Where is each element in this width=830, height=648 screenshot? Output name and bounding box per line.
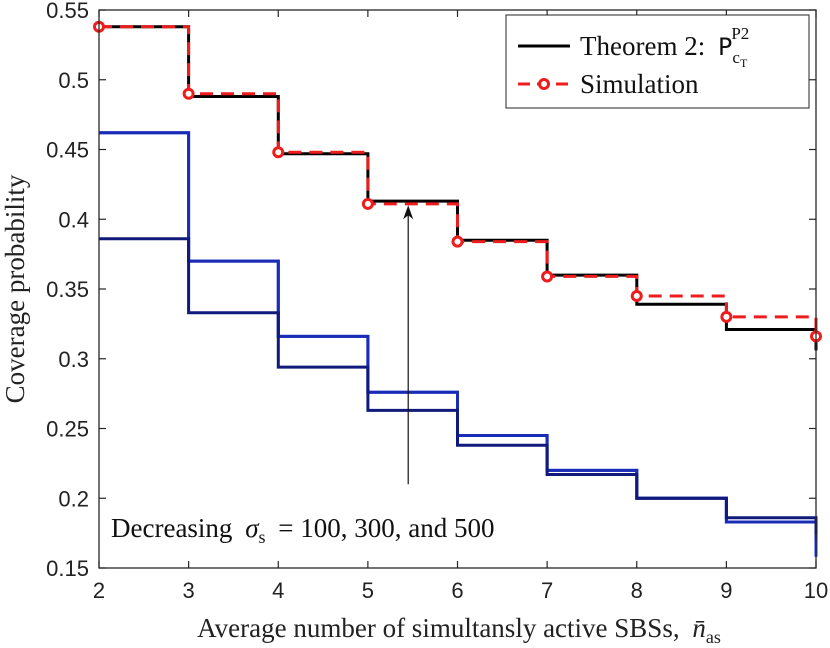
legend-theorem-text: Theorem 2:: [580, 31, 705, 61]
x-tick-label: 5: [362, 578, 374, 603]
x-tick-label: 6: [451, 578, 463, 603]
annotation-suffix: = 100, 300, and 500: [278, 513, 494, 543]
annotation-decreasing: Decreasing σs = 100, 300, and 500: [111, 513, 495, 549]
y-tick-label: 0.2: [58, 486, 89, 511]
y-axis-label: Coverage probability: [0, 174, 30, 403]
series-line-2: [99, 237, 818, 535]
x-axis-label-symbol: n̄: [692, 613, 706, 643]
y-tick-label: 0.15: [46, 556, 89, 581]
x-axis-label-text: Average number of simultansly active SBS…: [197, 613, 679, 643]
annotation-sub: s: [259, 527, 266, 547]
y-tick-label: 0.35: [46, 277, 89, 302]
y-tick-label: 0.3: [58, 347, 89, 372]
legend-simulation-label: Simulation: [580, 69, 699, 99]
legend-simulation-marker: [538, 78, 550, 90]
legend-theorem-sub: c: [732, 48, 740, 67]
marker-layer: [93, 20, 822, 343]
simulation-marker: [541, 270, 554, 283]
tick-layer: 2 3 4 5 6 7 8 9 10 0.15 0.2 0.25 0.3 0.35 0.4 0.45 0.5 0.…: [46, 0, 828, 603]
simulation-marker: [272, 146, 285, 159]
x-axis-label-subscript: as: [706, 627, 721, 647]
x-tick-label: 3: [183, 578, 195, 603]
y-tick-label: 0.45: [46, 138, 89, 163]
legend-theorem-label: Theorem 2: PcT P2: [580, 24, 749, 70]
x-tick-label: 7: [541, 578, 553, 603]
annotation-prefix: Decreasing: [111, 513, 232, 543]
simulation-marker: [720, 310, 733, 323]
trend-arrow: [403, 205, 414, 485]
y-tick-label: 0.25: [46, 417, 89, 442]
legend-theorem-subsub: T: [740, 56, 748, 70]
legend-box: [505, 14, 810, 109]
simulation-marker: [361, 197, 374, 210]
x-tick-label: 4: [272, 578, 284, 603]
simulation-marker: [451, 235, 464, 248]
x-tick-label: 9: [720, 578, 732, 603]
y-tick-label: 0.4: [58, 207, 89, 232]
x-tick-label: 8: [631, 578, 643, 603]
legend: Theorem 2: PcT P2 Simulation: [505, 14, 810, 109]
legend-theorem-symbol: P: [718, 33, 732, 61]
simulation-marker: [182, 87, 195, 100]
x-axis-label: Average number of simultansly active SBS…: [197, 613, 721, 647]
y-tick-label: 0.5: [58, 68, 89, 93]
simulation-marker: [630, 289, 643, 302]
x-tick-label: 2: [93, 578, 105, 603]
trend-arrow-head: [403, 205, 414, 220]
annotation-symbol: σ: [245, 513, 260, 543]
y-tick-label: 0.55: [46, 0, 89, 23]
legend-theorem-sup: P2: [731, 24, 749, 43]
x-tick-label: 10: [804, 578, 828, 603]
